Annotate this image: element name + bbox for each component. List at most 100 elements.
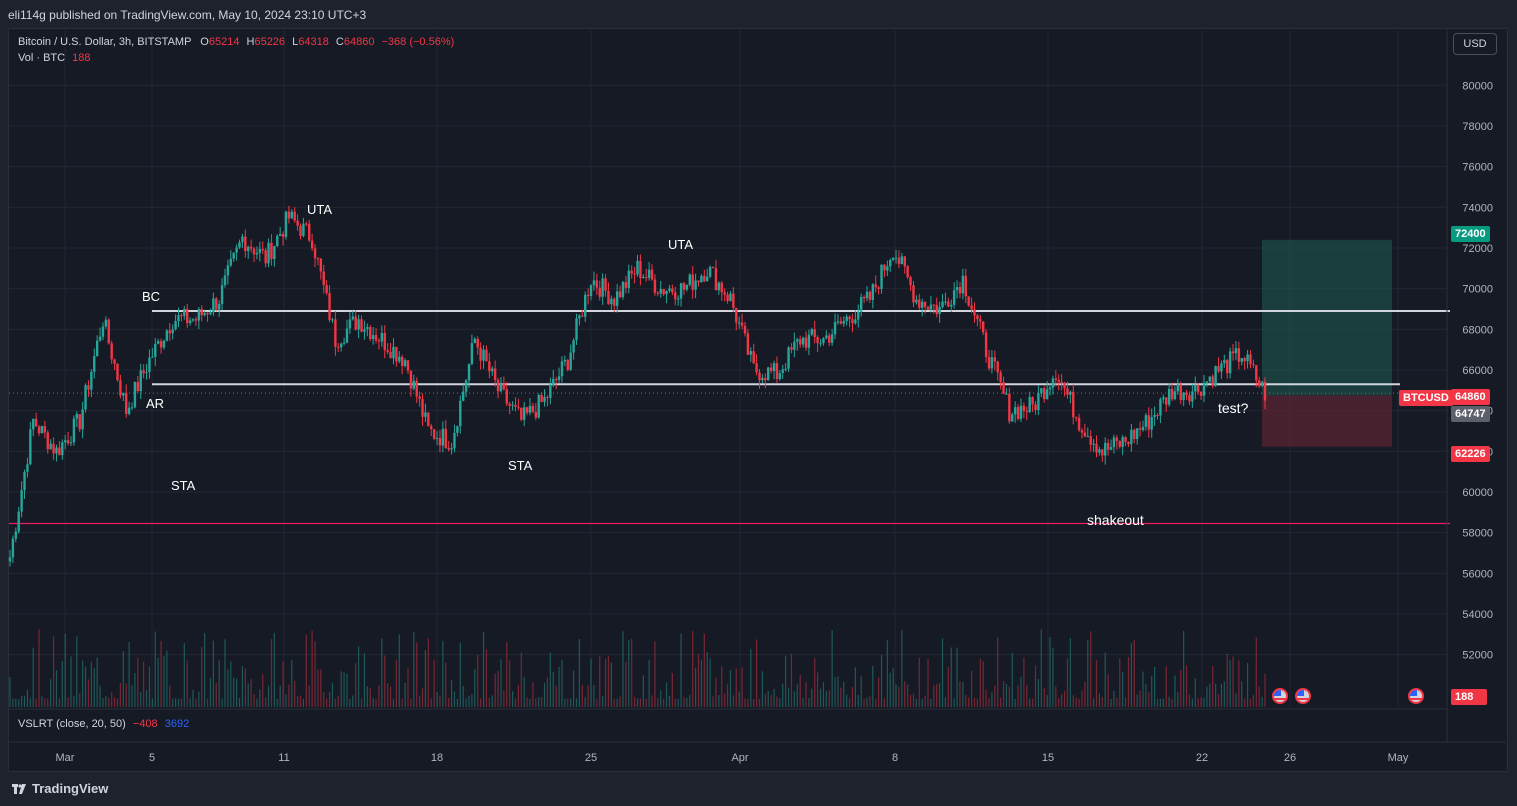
candle-body	[1086, 436, 1089, 438]
annotation-shakeout: shakeout	[1087, 512, 1144, 528]
volume-bar	[814, 658, 816, 707]
volume-bar	[221, 698, 223, 707]
volume-bar	[645, 698, 647, 707]
volume-bar	[866, 697, 868, 707]
volume-bar	[282, 661, 284, 707]
volume-bar	[235, 678, 238, 707]
volume-bar	[1177, 692, 1179, 707]
tradingview-logo[interactable]: TradingView	[12, 781, 108, 796]
volume-bar	[73, 695, 75, 707]
candle-body	[1196, 385, 1200, 392]
volume-label: Vol · BTC	[18, 52, 66, 64]
volume-bar	[1078, 698, 1080, 707]
candle-body	[810, 329, 814, 335]
volume-bar	[131, 684, 133, 707]
volume-bar	[340, 671, 342, 707]
candle-body	[534, 411, 538, 418]
volume-bar	[381, 638, 383, 707]
candle-body	[310, 240, 314, 249]
time-axis: Mar 5 11 18 25 Apr 8 15 22 26 May	[9, 741, 1506, 764]
volume-bar	[433, 659, 435, 707]
volume-bar	[607, 655, 610, 707]
candle-body	[177, 315, 180, 322]
volume-bar	[474, 669, 476, 707]
volume-bar	[119, 683, 121, 707]
volume-bar	[169, 685, 171, 707]
volume-bar	[334, 698, 336, 707]
volume-bar	[819, 688, 822, 707]
candle-body	[93, 356, 96, 372]
candle-body	[717, 282, 721, 291]
volume-bar	[840, 687, 842, 707]
volume-bar	[543, 682, 546, 707]
volume-bar	[854, 667, 856, 707]
volume-bar	[633, 697, 636, 707]
volume-bar	[198, 691, 200, 707]
volume-bar	[1104, 652, 1106, 707]
event-flag-icon[interactable]	[1408, 688, 1424, 704]
candle-body	[746, 333, 750, 355]
volume-bar	[1127, 657, 1130, 707]
time-tick-label: 11	[278, 752, 289, 764]
candle-body	[543, 397, 546, 402]
chart-panel[interactable]	[8, 28, 1508, 772]
volume-bar	[1159, 698, 1162, 707]
candle-body	[1063, 382, 1066, 389]
event-flag-icon[interactable]	[1295, 688, 1311, 704]
candle-body	[706, 276, 709, 282]
candle-body	[581, 315, 584, 317]
volume-bar	[311, 630, 313, 707]
volume-bar	[186, 660, 188, 707]
volume-bar	[337, 695, 339, 707]
currency-button[interactable]: USD	[1453, 33, 1497, 55]
volume-bar	[979, 658, 981, 707]
candle-body	[897, 257, 901, 265]
volume-bar	[253, 694, 255, 707]
volume-bar	[1124, 697, 1127, 707]
candle-body	[438, 437, 442, 446]
candle-body	[842, 321, 845, 324]
price-tick-label: 74000	[1462, 202, 1493, 214]
candle-body	[877, 287, 880, 289]
volume-bar	[953, 698, 955, 707]
candle-body	[1144, 415, 1148, 427]
volume-bar	[805, 682, 807, 707]
candle-body	[26, 464, 29, 472]
candle-body	[122, 393, 125, 396]
volume-bar	[459, 642, 461, 707]
bottom-bar	[0, 774, 1517, 806]
position-zones	[1262, 239, 1392, 447]
time-tick-label: Mar	[56, 752, 75, 764]
candle-body	[1249, 354, 1252, 365]
close-label: C	[335, 36, 344, 48]
annotation-uta-1: UTA	[307, 202, 333, 217]
indicator-legend[interactable]: VSLRT (close, 20, 50) −408 3692	[18, 718, 189, 730]
volume-bar	[346, 673, 348, 707]
candle-body	[642, 276, 645, 279]
candle-body	[1223, 359, 1226, 364]
candle-body	[1133, 429, 1136, 439]
candle-body	[261, 248, 264, 251]
candle-body	[491, 368, 494, 372]
volume-bar	[636, 698, 639, 707]
candle-body	[37, 426, 41, 434]
candle-body	[958, 287, 962, 294]
candle-body	[23, 471, 26, 491]
candle-body	[682, 283, 686, 290]
candle-body	[156, 341, 160, 344]
volume-bar	[535, 698, 537, 707]
candle-body	[1217, 366, 1220, 372]
volume-bar	[421, 688, 424, 707]
time-tick-label: May	[1388, 752, 1409, 764]
volume-bar	[18, 698, 20, 707]
volume-bar	[163, 656, 165, 707]
candle-body	[1104, 442, 1107, 456]
candle-body	[761, 377, 764, 381]
candle-body	[1205, 381, 1209, 383]
candle-body	[833, 322, 837, 335]
candle-body	[1228, 351, 1232, 374]
event-flag-icon[interactable]	[1272, 688, 1288, 704]
volume-bar	[950, 647, 952, 707]
volume-bar	[1148, 692, 1150, 707]
